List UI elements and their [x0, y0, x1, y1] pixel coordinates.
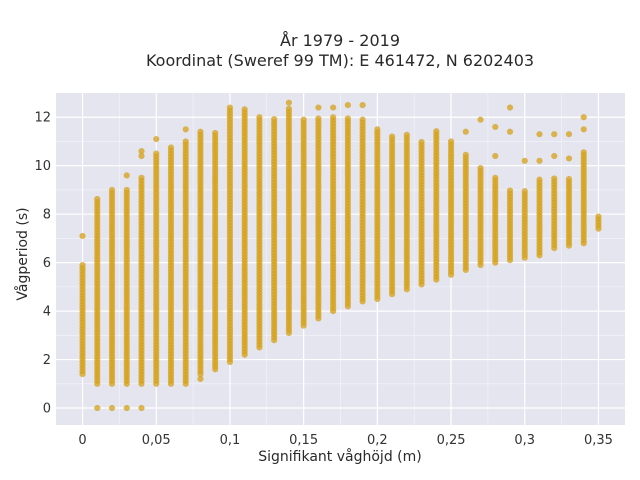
- data-point: [285, 105, 293, 112]
- data-point: [212, 129, 219, 137]
- data-point: [315, 115, 322, 122]
- data-point: [226, 104, 234, 111]
- x-tick-label: 0,1: [220, 433, 241, 448]
- data-point: [403, 131, 410, 138]
- data-point: [79, 232, 86, 240]
- data-point: [565, 155, 573, 162]
- data-point: [551, 175, 558, 182]
- data-point: [388, 133, 396, 140]
- data-point: [492, 152, 499, 160]
- data-point: [330, 104, 337, 111]
- data-point: [418, 138, 425, 146]
- y-tick-labels: 0 2 4 6 8 10 12: [34, 111, 51, 417]
- data-point: [153, 135, 160, 143]
- data-point: [506, 187, 514, 194]
- data-point: [565, 131, 573, 138]
- data-point: [536, 131, 543, 138]
- y-tick-label: 6: [43, 256, 51, 271]
- data-point: [536, 157, 543, 164]
- data-point: [374, 126, 381, 133]
- data-point: [506, 128, 514, 135]
- data-point: [521, 157, 528, 164]
- data-point: [477, 116, 484, 123]
- data-point: [182, 126, 189, 133]
- data-point: [197, 375, 204, 383]
- chart-title-line-2: Koordinat (Sweref 99 TM): E 461472, N 62…: [146, 51, 534, 70]
- data-point: [108, 186, 116, 194]
- data-point: [197, 128, 204, 135]
- data-point: [330, 114, 337, 121]
- chart-title-line-1: År 1979 - 2019: [280, 31, 400, 50]
- y-tick-label: 2: [43, 353, 51, 368]
- data-point: [123, 172, 130, 179]
- y-tick-label: 10: [34, 159, 51, 174]
- x-tick-label: 0,25: [437, 433, 466, 448]
- data-point: [138, 152, 145, 160]
- data-point: [344, 102, 351, 109]
- x-tick-label: 0,2: [367, 433, 388, 448]
- data-point: [138, 174, 145, 181]
- data-point: [94, 195, 101, 203]
- y-axis-label: Vågperiod (s): [14, 207, 31, 300]
- data-point: [256, 114, 263, 121]
- y-tick-label: 0: [43, 402, 51, 417]
- data-point: [580, 114, 587, 121]
- y-tick-label: 8: [43, 208, 51, 223]
- y-tick-label: 4: [43, 305, 51, 320]
- data-point: [551, 131, 558, 138]
- data-point: [521, 188, 528, 195]
- data-point: [315, 104, 322, 111]
- data-point: [138, 404, 145, 412]
- data-point: [492, 174, 499, 181]
- data-point: [271, 115, 278, 123]
- data-point: [462, 151, 469, 158]
- data-point: [477, 165, 484, 172]
- data-point: [108, 404, 116, 412]
- data-point: [595, 213, 602, 220]
- x-tick-label: 0,05: [142, 433, 171, 448]
- data-point: [359, 102, 366, 109]
- data-point: [241, 106, 248, 113]
- data-point: [79, 261, 86, 269]
- data-point: [580, 126, 587, 133]
- data-point: [433, 128, 440, 135]
- data-point: [123, 404, 130, 412]
- x-axis-label: Signifikant våghöjd (m): [258, 448, 421, 465]
- data-point: [94, 404, 101, 412]
- data-point: [153, 150, 160, 157]
- data-point: [551, 152, 558, 160]
- data-point: [462, 128, 469, 135]
- data-point: [300, 116, 307, 123]
- x-tick-label: 0: [78, 433, 86, 448]
- data-point: [565, 175, 573, 183]
- data-point: [285, 99, 293, 106]
- data-point: [138, 148, 145, 155]
- data-point: [344, 115, 351, 122]
- data-point: [123, 186, 130, 194]
- data-point: [359, 116, 366, 123]
- data-point: [447, 138, 455, 145]
- data-point: [536, 176, 543, 183]
- data-point: [492, 123, 499, 131]
- data-point: [182, 138, 189, 145]
- x-tick-label: 0,35: [584, 433, 613, 448]
- data-point: [580, 149, 587, 156]
- x-tick-labels: 0 0,05 0,1 0,15 0,2 0,25 0,3 0,35: [78, 433, 613, 448]
- data-points: [79, 99, 602, 412]
- y-tick-label: 12: [34, 111, 51, 126]
- data-point: [506, 104, 514, 111]
- x-tick-label: 0,3: [514, 433, 535, 448]
- x-tick-label: 0,15: [289, 433, 318, 448]
- data-point: [167, 144, 175, 151]
